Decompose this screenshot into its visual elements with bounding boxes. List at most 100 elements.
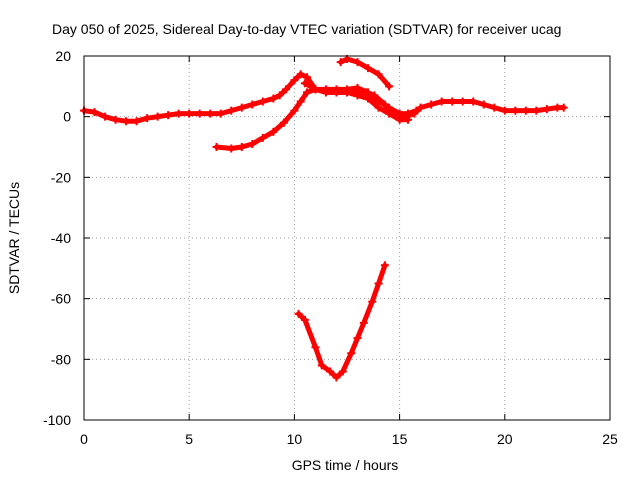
data-point <box>296 70 305 79</box>
series-trace-5 <box>294 261 389 382</box>
x-tick-label: 10 <box>287 431 303 447</box>
data-point <box>511 106 520 115</box>
data-point <box>374 279 383 288</box>
data-point <box>364 64 373 73</box>
data-point <box>500 106 509 115</box>
series-line <box>214 85 419 151</box>
data-point <box>332 373 341 382</box>
data-point <box>395 115 404 124</box>
series-line <box>296 262 388 380</box>
data-point <box>458 97 467 106</box>
data-point <box>132 117 141 126</box>
data-point <box>275 91 284 100</box>
data-point <box>374 70 383 79</box>
data-point <box>90 108 99 117</box>
data-point <box>195 109 204 118</box>
series-line <box>338 56 392 89</box>
axis-ticks: 0 5 10 15 20 25 -100 -80 -60 -40 -20 0 20 <box>43 48 618 447</box>
data-point <box>303 73 312 82</box>
data-point <box>227 106 236 115</box>
data-point <box>185 109 194 118</box>
data-point <box>374 103 383 112</box>
data-point <box>248 139 257 148</box>
data-point <box>153 112 162 121</box>
data-point <box>532 106 541 115</box>
data-point <box>364 94 373 103</box>
x-tick-label: 15 <box>392 431 408 447</box>
data-point <box>216 109 225 118</box>
x-tick-label: 0 <box>80 431 88 447</box>
data-point <box>143 114 152 123</box>
x-tick-label: 5 <box>185 431 193 447</box>
data-point <box>479 100 488 109</box>
data-point <box>237 143 246 151</box>
data-point <box>290 106 299 115</box>
data-point <box>412 106 421 115</box>
data-point <box>317 361 326 370</box>
data-point <box>212 143 221 151</box>
series-line <box>81 71 567 124</box>
plot-frame <box>83 55 611 421</box>
data-point <box>269 94 278 103</box>
data-point <box>332 88 341 97</box>
data-point <box>559 103 568 112</box>
y-tick-label: -80 <box>51 351 71 367</box>
data-point <box>321 88 330 97</box>
data-point <box>427 100 436 109</box>
y-tick-label: 0 <box>63 109 71 125</box>
data-point <box>385 109 394 118</box>
data-point <box>347 349 356 358</box>
data-point <box>353 334 362 343</box>
data-point <box>300 79 309 88</box>
data-point <box>404 115 413 124</box>
data-point <box>338 367 347 376</box>
data-point <box>111 115 120 124</box>
y-tick-label: -40 <box>51 230 71 246</box>
data-point <box>353 91 362 100</box>
data-point <box>303 88 312 97</box>
data-point <box>385 82 394 91</box>
data-point <box>359 318 368 327</box>
data-point <box>258 133 267 142</box>
y-tick-label: -100 <box>43 412 71 428</box>
data-point <box>279 118 288 127</box>
data-point <box>300 315 309 324</box>
data-point <box>248 100 257 109</box>
series-trace-3 <box>300 79 413 124</box>
x-axis-label: GPS time / hours <box>292 457 399 473</box>
data-point <box>296 97 305 106</box>
data-point <box>164 111 173 120</box>
data-point <box>258 97 267 106</box>
data-point <box>343 88 351 97</box>
data-point <box>269 127 278 136</box>
data-point <box>416 103 425 112</box>
data-point <box>521 106 530 115</box>
data-point <box>227 144 236 153</box>
data-point <box>237 103 246 112</box>
series-trace-2 <box>212 83 421 153</box>
data-point <box>353 83 362 92</box>
x-tick-label: 25 <box>602 431 618 447</box>
data-point <box>448 97 457 106</box>
data-point <box>281 85 290 94</box>
series-trace-4 <box>336 55 394 91</box>
data-series <box>80 55 568 382</box>
y-tick-label: -20 <box>51 169 71 185</box>
data-point <box>101 112 110 121</box>
x-tick-label: 20 <box>497 431 513 447</box>
data-point <box>380 261 389 270</box>
data-point <box>311 343 320 352</box>
data-point <box>368 297 377 306</box>
data-point <box>469 97 478 106</box>
data-point <box>174 109 183 118</box>
data-point <box>294 309 303 318</box>
data-point <box>122 117 131 126</box>
chart-title: Day 050 of 2025, Sidereal Day-to-day VTE… <box>52 21 561 37</box>
data-point <box>290 76 299 85</box>
data-point <box>326 367 335 376</box>
y-tick-label: 20 <box>55 48 71 64</box>
y-tick-label: -60 <box>51 291 71 307</box>
data-point <box>206 109 215 118</box>
